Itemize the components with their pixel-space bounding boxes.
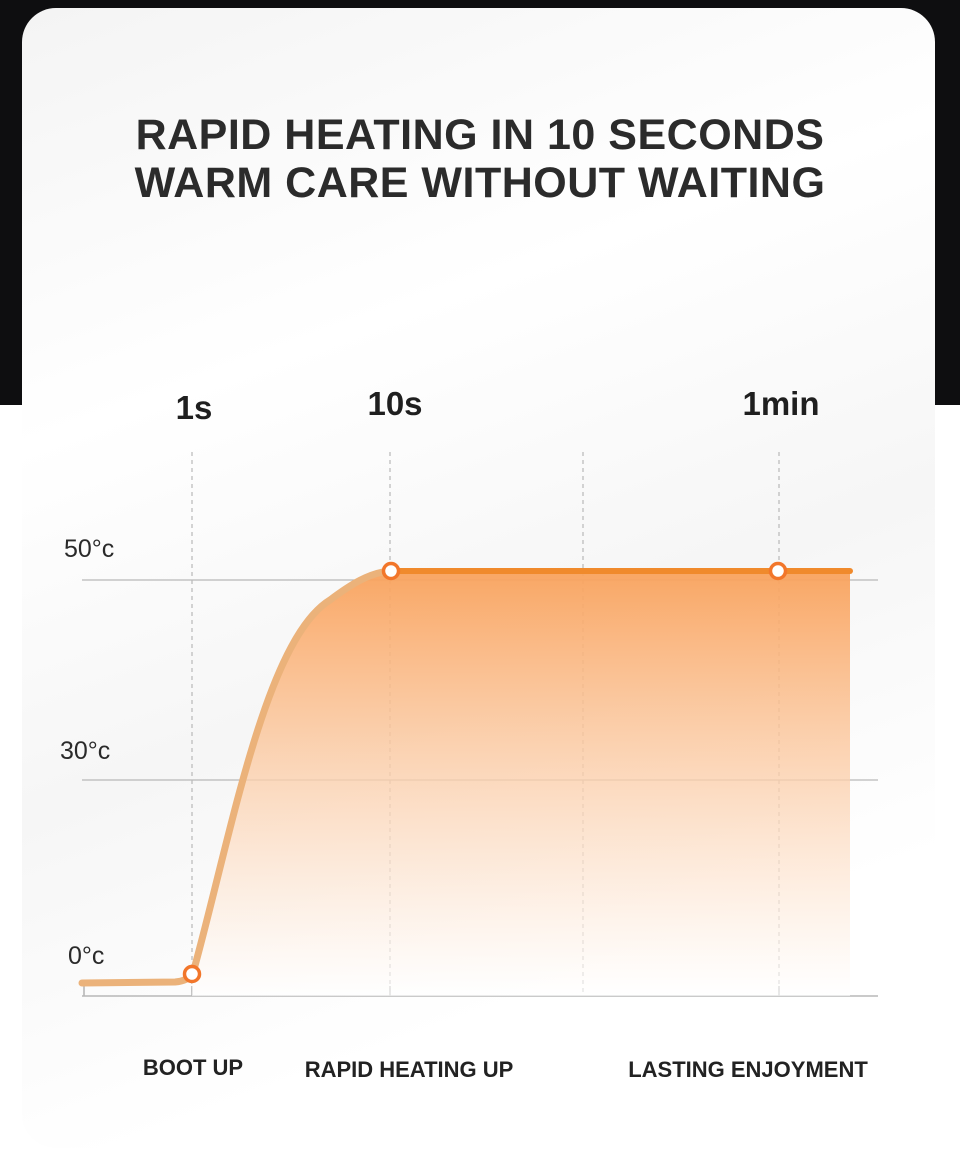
phase-label-rapid-heating: RAPID HEATING UP: [305, 1057, 514, 1082]
y-tick-label-30: 30°c: [60, 737, 110, 765]
headline-line-2: WARM CARE WITHOUT WAITING: [134, 159, 826, 207]
marker-10s: [381, 561, 401, 581]
marker-1min: [768, 561, 788, 581]
x-tick-label-1min: 1min: [742, 385, 819, 422]
heat-area-fill: [192, 571, 850, 996]
x-tick-label-10s: 10s: [367, 385, 422, 422]
marker-1s: [182, 964, 202, 984]
y-tick-label-0: 0°c: [68, 942, 104, 970]
x-tick-label-1s: 1s: [176, 389, 213, 426]
phase-label-lasting-enjoyment: LASTING ENJOYMENT: [628, 1057, 868, 1082]
y-tick-label-50: 50°c: [64, 535, 114, 563]
headline-line-1: RAPID HEATING IN 10 SECONDS: [135, 111, 825, 159]
phase-label-boot-up: BOOT UP: [143, 1055, 243, 1080]
headline: RAPID HEATING IN 10 SECONDS WARM CARE WI…: [0, 111, 960, 207]
